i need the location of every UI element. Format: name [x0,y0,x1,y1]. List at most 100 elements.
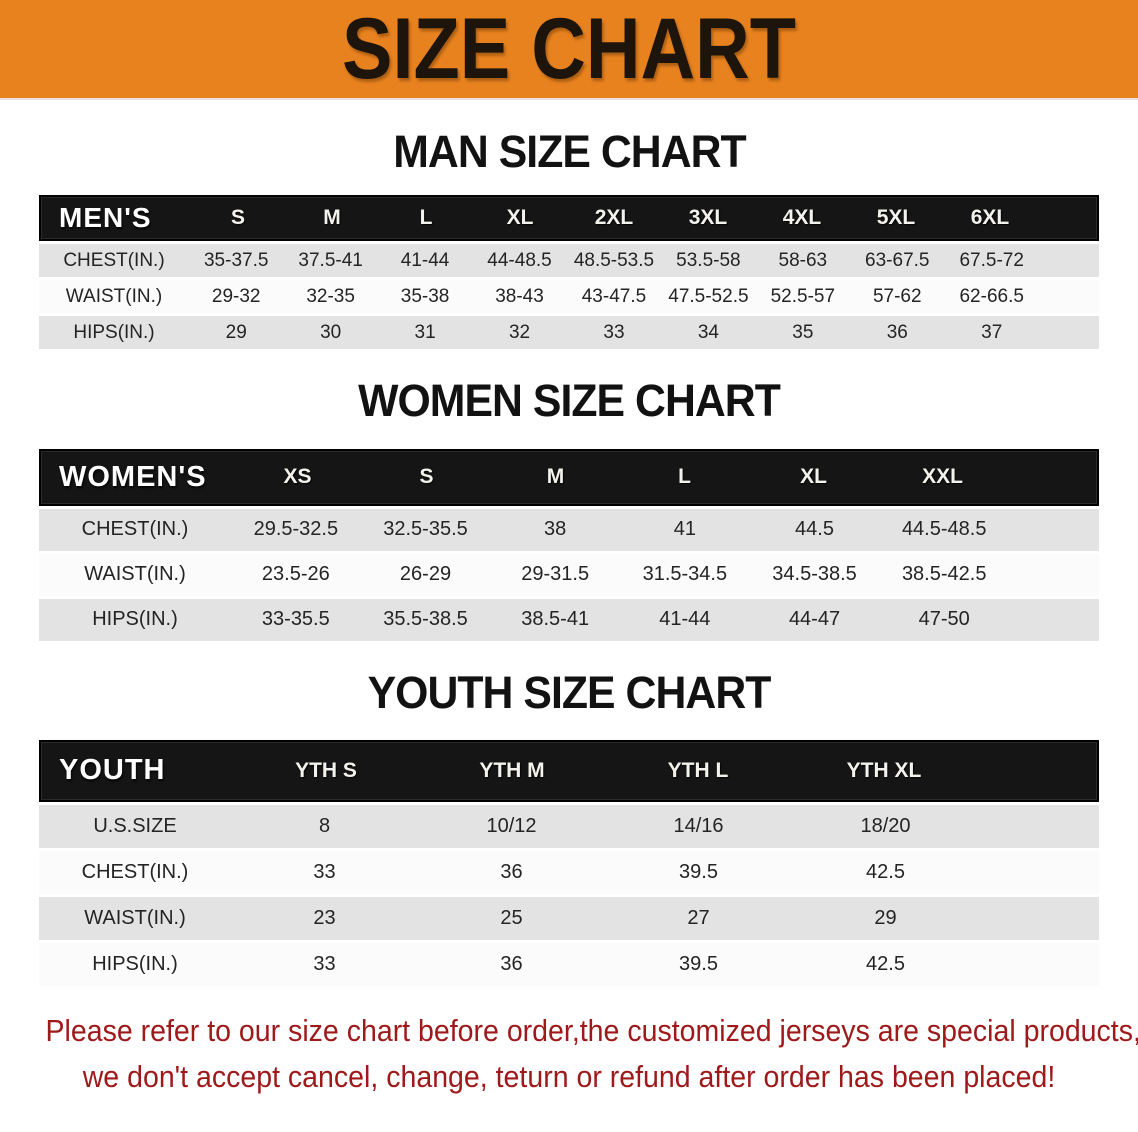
womens-size-table: WOMEN'S XS S M L XL XXL CHEST(IN.) 29.5-… [39,448,1099,641]
size-column-header: XL [800,465,827,488]
size-value-cell: 38-43 [495,285,544,307]
row-label: CHEST(IN.) [81,860,189,883]
size-value-cell: 35 [792,321,814,343]
size-column-header: XL [506,206,534,230]
size-value-cell: 34 [697,321,719,343]
size-column-header: XXL [922,465,963,488]
row-label: HIPS(IN.) [92,608,178,630]
size-value-cell: 44-47 [788,608,841,630]
size-column-header: YTH M [479,758,545,782]
row-label: CHEST(IN.) [81,518,189,540]
table-row: HIPS(IN.) 29 30 31 32 33 34 35 36 37 [39,316,1099,350]
youth-table-corner-label: YOUTH [59,754,166,787]
mens-size-table: MEN'S S M L XL 2XL 3XL 4XL 5XL 6XL CHEST… [39,195,1099,350]
size-column-header: 6XL [970,206,1010,230]
size-value-cell: 34.5-38.5 [772,563,857,585]
row-label: WAIST(IN.) [65,285,163,307]
size-value-cell: 27 [687,906,710,929]
size-column-header: M [323,206,341,230]
size-value-cell: 29-32 [211,285,261,307]
size-value-cell: 29 [874,906,897,929]
size-value-cell: 38.5-42.5 [901,563,987,585]
size-column-header: XS [283,465,312,488]
row-label: HIPS(IN.) [92,952,178,975]
size-value-cell: 37 [981,321,1003,343]
size-value-cell: 62-66.5 [959,285,1024,307]
mens-table-header-row: MEN'S S M L XL 2XL 3XL 4XL 5XL 6XL [39,195,1099,242]
row-label: WAIST(IN.) [84,563,186,585]
youth-size-table: YOUTH YTH S YTH M YTH L YTH XL U.S.SIZE … [39,739,1099,986]
size-value-cell: 44.5 [795,518,834,540]
size-value-cell: 23 [313,906,336,929]
row-label: WAIST(IN.) [84,906,186,929]
size-value-cell: 14/16 [673,814,724,837]
size-value-cell: 38.5-41 [521,608,590,630]
size-column-header: YTH XL [846,758,922,782]
disclaimer-line-2: we don't accept cancel, change, teturn o… [82,1058,1056,1094]
size-column-header: S [230,206,245,230]
size-column-header: YTH L [667,758,729,782]
size-value-cell: 48.5-53.5 [573,249,655,271]
size-value-cell: 47-50 [918,608,970,630]
size-value-cell: 8 [318,814,331,837]
man-size-chart-heading: MAN SIZE CHART [0,126,1138,177]
table-row: WAIST(IN.) 29-32 32-35 35-38 38-43 43-47… [39,280,1099,314]
size-value-cell: 36 [886,321,908,343]
table-row: CHEST(IN.) 29.5-32.5 32.5-35.5 38 41 44.… [39,508,1099,551]
table-row: HIPS(IN.) 33 36 39.5 42.5 [39,942,1099,986]
youth-table-header-row: YOUTH YTH S YTH M YTH L YTH XL [39,739,1099,802]
women-size-chart-heading: WOMEN SIZE CHART [0,375,1138,427]
row-label: CHEST(IN.) [63,249,165,271]
size-value-cell: 33 [313,952,336,975]
size-value-cell: 43-47.5 [581,285,647,307]
size-value-cell: 57-62 [872,285,922,307]
size-column-header: 3XL [688,206,728,230]
size-column-header: L [419,206,433,230]
size-value-cell: 29 [225,321,247,343]
disclaimer-text: Please refer to our size chart before or… [0,1008,1138,1100]
womens-table-corner-label: WOMEN'S [59,460,207,493]
women-size-chart-heading-text: WOMEN SIZE CHART [358,375,781,427]
size-value-cell: 39.5 [679,860,718,883]
size-value-cell: 31 [414,321,436,343]
size-value-cell: 32-35 [306,285,355,307]
size-column-header: M [546,465,565,488]
size-value-cell: 42.5 [866,952,905,975]
table-row: HIPS(IN.) 33-35.5 35.5-38.5 38.5-41 41-4… [39,598,1099,641]
size-column-header: 4XL [782,206,822,230]
size-value-cell: 35.5-38.5 [383,608,468,630]
size-value-cell: 52.5-57 [770,285,836,307]
size-value-cell: 35-37.5 [203,249,269,271]
size-value-cell: 63-67.5 [865,249,930,271]
size-value-cell: 32.5-35.5 [383,518,468,540]
size-value-cell: 37.5-41 [298,249,363,271]
size-chart-banner: SIZE CHART [0,0,1138,100]
table-row: CHEST(IN.) 33 36 39.5 42.5 [39,850,1099,894]
size-value-cell: 18/20 [860,814,911,837]
size-column-header: 2XL [594,206,634,230]
size-value-cell: 42.5 [866,860,905,883]
size-value-cell: 38 [544,518,567,540]
size-value-cell: 29.5-32.5 [253,518,339,540]
row-label: U.S.SIZE [93,814,177,837]
size-chart-title: SIZE CHART [341,1,797,97]
row-label: HIPS(IN.) [73,321,155,343]
man-size-chart-heading-text: MAN SIZE CHART [392,126,746,177]
size-value-cell: 23.5-26 [261,563,330,585]
size-value-cell: 39.5 [679,952,718,975]
youth-size-chart-heading-text: YOUTH SIZE CHART [367,666,772,718]
size-value-cell: 41-44 [659,608,711,630]
size-column-header: L [678,465,691,488]
table-row: WAIST(IN.) 23 25 27 29 [39,896,1099,940]
size-value-cell: 44.5-48.5 [901,518,987,540]
size-value-cell: 35-38 [400,285,450,307]
disclaimer-line-1: Please refer to our size chart before or… [45,1012,1138,1048]
size-value-cell: 25 [500,906,523,929]
size-value-cell: 44-48.5 [487,249,552,271]
table-row: U.S.SIZE 8 10/12 14/16 18/20 [39,804,1099,848]
size-value-cell: 58-63 [778,249,828,271]
size-value-cell: 32 [508,321,531,343]
size-value-cell: 36 [500,860,523,883]
size-column-header: S [419,465,434,488]
youth-size-chart-heading: YOUTH SIZE CHART [0,666,1138,718]
